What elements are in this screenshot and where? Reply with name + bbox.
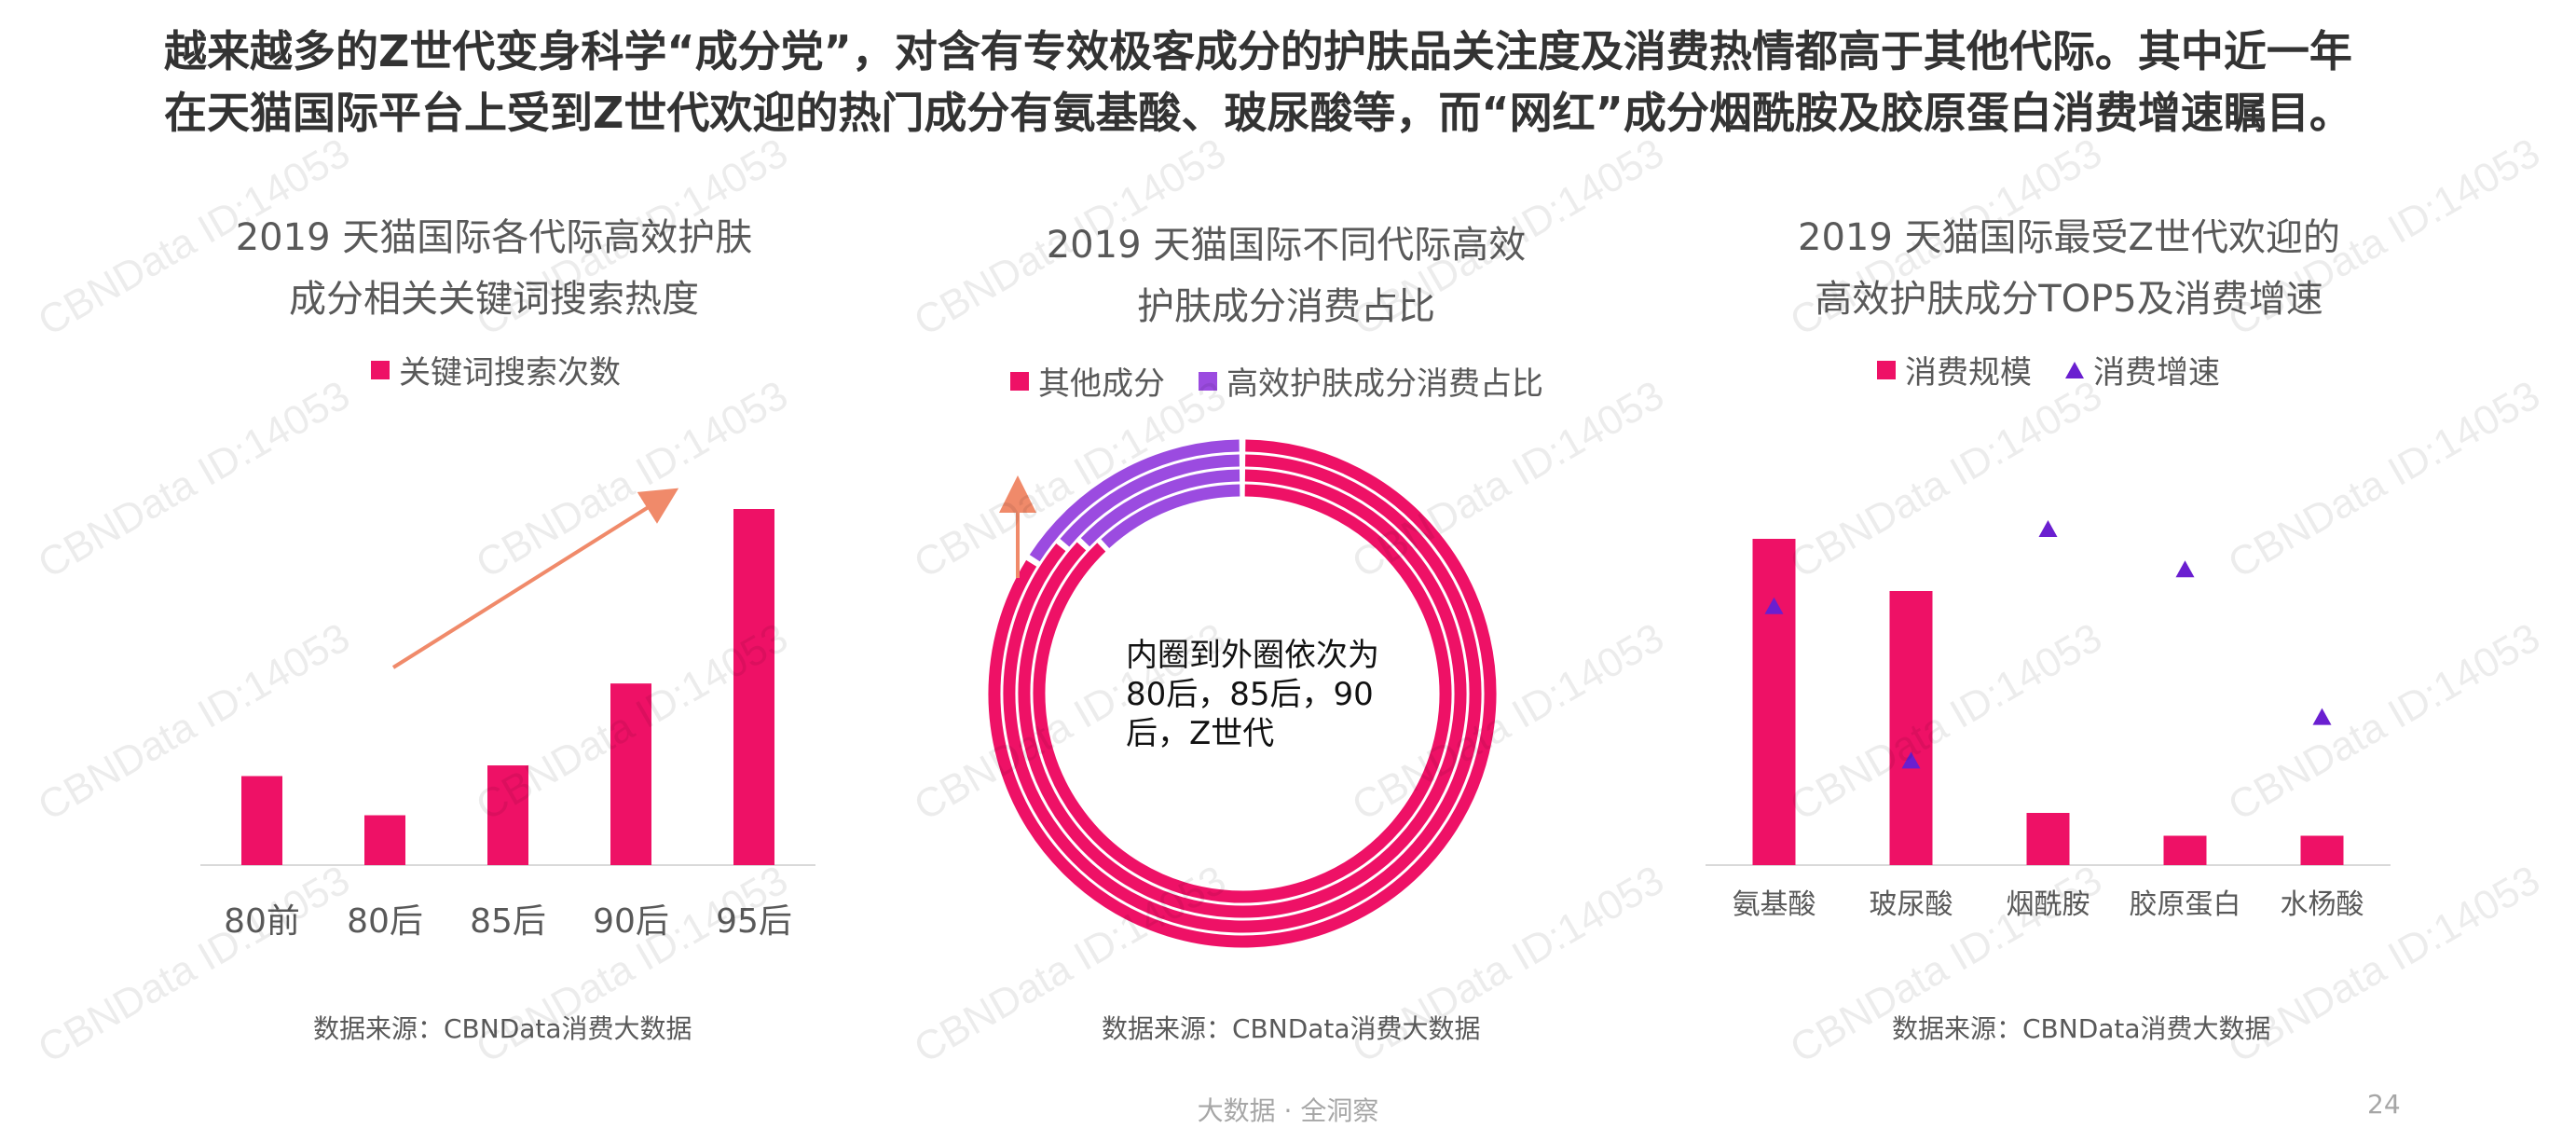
chart3-title-line-2: 高效护肤成分TOP5及消费增速 — [1815, 278, 2323, 321]
chart2-legend-item-efficacy: 高效护肤成分消费占比 — [1199, 358, 1543, 404]
chart1-legend-label: 关键词搜索次数 — [399, 354, 621, 392]
chart3-bar-3 — [2163, 835, 2207, 865]
chart2-legend-label-other: 其他成分 — [1038, 365, 1165, 403]
chart3-legend-item-growth: 消费增速 — [2065, 347, 2220, 392]
chart1-plot: 80前 80后 85后 90后 95后 — [200, 488, 815, 941]
chart2-title-line-1: 2019 天猫国际不同代际高效 — [1046, 224, 1527, 267]
footer-slogan: 大数据 · 全洞察 — [1197, 1095, 1379, 1126]
chart2-legend: 其他成分 高效护肤成分消费占比 — [1010, 358, 1543, 404]
chart3-x-tick-0: 氨基酸 — [1733, 888, 1816, 921]
headline-line-1: 越来越多的Z世代变身科学“成分党”，对含有专效极客成分的护肤品关注度及消费热情都… — [164, 26, 2352, 76]
chart2-ring-1-other — [1018, 469, 1467, 918]
page-number: 24 — [2367, 1089, 2401, 1120]
chart2-legend-item-other: 其他成分 — [1010, 358, 1165, 404]
chart2-ring-0-efficacy — [1101, 484, 1240, 549]
chart2-title-line-2: 护肤成分消费占比 — [1137, 285, 1435, 328]
chart1-title-line-2: 成分相关关键词搜索热度 — [289, 278, 699, 321]
chart3-legend-label-scale: 消费规模 — [1905, 354, 2032, 392]
chart1-title: 2019 天猫国际各代际高效护肤 成分相关关键词搜索热度 — [186, 207, 802, 330]
chart2-annotation-line-1: 内圈到外圈依次为 — [1126, 637, 1379, 674]
chart2-annotation-line-2: 80后，85后，90 — [1126, 676, 1374, 713]
chart1-legend-swatch — [371, 360, 390, 379]
chart1-source: 数据来源：CBNData消费大数据 — [313, 1013, 692, 1044]
chart3-source: 数据来源：CBNData消费大数据 — [1892, 1013, 2271, 1044]
chart3-bar-4 — [2300, 835, 2344, 865]
headline-line-2: 在天猫国际平台上受到Z世代欢迎的热门成分有氨基酸、玻尿酸等，而“网红”成分烟酰胺… — [164, 88, 2352, 138]
chart2-ring-0-other — [1033, 484, 1452, 903]
chart3-title: 2019 天猫国际最受Z世代欢迎的 高效护肤成分TOP5及消费增速 — [1743, 207, 2395, 330]
chart1-x-tick-0: 80前 — [224, 902, 300, 941]
chart3-title-line-1: 2019 天猫国际最受Z世代欢迎的 — [1798, 216, 2340, 259]
chart2-ring-3-efficacy — [1029, 439, 1240, 562]
chart3-x-tick-2: 烟酰胺 — [2007, 888, 2090, 921]
chart1-bar-2 — [487, 765, 528, 865]
chart3-bar-0 — [1752, 539, 1796, 865]
chart1-legend: 关键词搜索次数 — [371, 347, 621, 392]
chart1-x-tick-2: 85后 — [470, 902, 546, 941]
chart3-legend: 消费规模 消费增速 — [1877, 347, 2220, 392]
chart3-x-tick-3: 胶原蛋白 — [2130, 888, 2241, 921]
chart3-x-tick-1: 玻尿酸 — [1870, 888, 1953, 921]
chart1-bar-3 — [610, 683, 651, 865]
chart1-x-tick-1: 80后 — [347, 902, 423, 941]
chart2-annotation: 内圈到外圈依次为 80后，85后，90 后，Z世代 — [1126, 636, 1379, 753]
chart3-legend-item-scale: 消费规模 — [1877, 347, 2032, 392]
headline: 越来越多的Z世代变身科学“成分党”，对含有专效极客成分的护肤品关注度及消费热情都… — [164, 21, 2475, 144]
chart3-bar-1 — [1889, 591, 1933, 865]
chart2-ring-1-efficacy — [1080, 469, 1240, 547]
chart3-plot: 氨基酸 玻尿酸 烟酰胺 胶原蛋白 水杨酸 — [1706, 520, 2391, 921]
chart2-legend-label-efficacy: 高效护肤成分消费占比 — [1226, 365, 1543, 403]
chart1-bar-0 — [241, 776, 282, 865]
chart1-bar-1 — [364, 815, 405, 865]
chart3-growth-marker-1 — [1901, 751, 1921, 769]
chart2-source: 数据来源：CBNData消费大数据 — [1102, 1013, 1481, 1044]
chart1-x-tick-3: 90后 — [593, 902, 669, 941]
chart2-annotation-line-3: 后，Z世代 — [1126, 715, 1275, 752]
chart3-growth-marker-3 — [2175, 560, 2195, 578]
chart2-ring-2-efficacy — [1060, 454, 1240, 547]
chart3-legend-label-growth: 消费增速 — [2093, 354, 2220, 392]
chart1-title-line-1: 2019 天猫国际各代际高效护肤 — [235, 216, 753, 259]
chart2-plot — [988, 439, 1497, 948]
chart2-ring-2-other — [1003, 454, 1482, 933]
chart1-x-tick-4: 95后 — [716, 902, 792, 941]
chart2-title: 2019 天猫国际不同代际高效 护肤成分消费占比 — [969, 214, 1603, 337]
chart3-legend-swatch-scale — [1877, 360, 1896, 379]
chart3-x-tick-4: 水杨酸 — [2281, 888, 2364, 921]
chart2-legend-swatch-other — [1010, 371, 1029, 391]
chart3-growth-marker-2 — [2038, 520, 2058, 537]
chart3-legend-triangle-icon — [2065, 361, 2084, 378]
chart1-bar-4 — [733, 509, 774, 865]
chart1-legend-item: 关键词搜索次数 — [371, 347, 621, 392]
chart3-growth-marker-0 — [1764, 597, 1784, 614]
chart3-growth-marker-4 — [2312, 708, 2332, 725]
chart2-ring-3-other — [988, 439, 1497, 948]
chart3-bar-2 — [2026, 813, 2070, 865]
chart1-trend-arrow — [391, 488, 679, 669]
chart2-legend-swatch-efficacy — [1199, 371, 1217, 391]
